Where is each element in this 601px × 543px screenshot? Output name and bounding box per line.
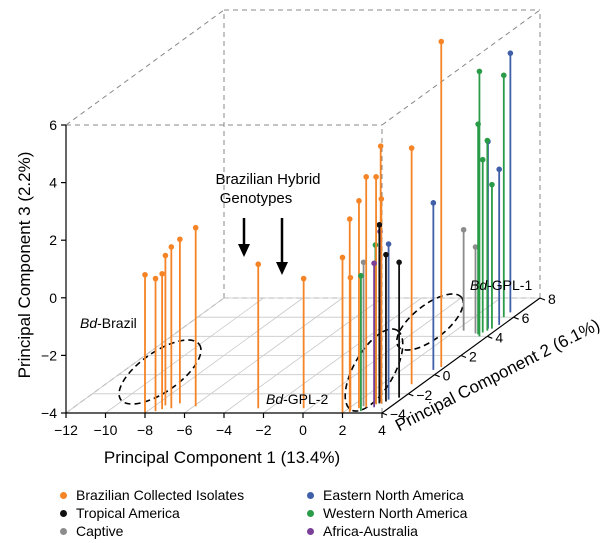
data-point — [378, 196, 385, 202]
y-tick-mark — [487, 335, 493, 339]
data-point — [376, 222, 383, 228]
legend-dot-brazilian — [60, 491, 67, 499]
legend-item-brazilian: Brazilian Collected Isolates — [60, 487, 244, 504]
legend-item-eastern: Eastern North America — [307, 487, 464, 504]
cluster-label-gpl1: Bd-GPL-1 — [470, 277, 532, 293]
cluster-label-gpl2: Bd-GPL-2 — [266, 391, 328, 407]
legend-dot-eastern — [307, 491, 314, 499]
z-tick-label: 6 — [49, 117, 57, 133]
data-point — [162, 252, 169, 259]
y-tick-mark — [408, 393, 414, 397]
legend-item-tropical: Tropical America — [60, 505, 180, 522]
hybrid-arrowhead-right — [276, 262, 288, 275]
y-tick-mark — [381, 412, 388, 416]
data-point — [346, 216, 353, 222]
x-tick-label: −4 — [216, 422, 232, 438]
z-tick-label: 4 — [49, 175, 57, 191]
hybrid-annotation-line1: Brazilian Hybrid — [215, 171, 320, 188]
data-point — [496, 166, 502, 173]
x-tick-label: −6 — [177, 422, 193, 438]
data-point — [472, 244, 479, 250]
data-point — [339, 254, 346, 261]
z-tick-label: −2 — [41, 347, 57, 363]
y-tick-label: 4 — [495, 329, 503, 345]
y-tick-label: 2 — [469, 349, 477, 365]
x-tick-label: 2 — [339, 422, 347, 438]
x-tick-label: 0 — [299, 422, 307, 438]
legend-dot-captive — [60, 527, 67, 535]
data-point — [192, 224, 199, 231]
data-point — [507, 50, 514, 56]
data-point — [168, 244, 175, 250]
legend-dot-tropical — [60, 509, 67, 517]
hybrid-arrowhead-left — [238, 244, 250, 257]
data-point — [142, 271, 148, 278]
z-tick-label: 0 — [49, 290, 57, 306]
legend-item-captive: Captive — [60, 523, 123, 540]
data-point — [373, 174, 379, 180]
cluster-ellipse-gpl1 — [395, 293, 465, 351]
data-point — [159, 271, 165, 277]
x-tick-label: −10 — [94, 422, 118, 438]
z-tick-label: −4 — [41, 405, 57, 421]
z-axis-label: Principal Component 3 (2.2%) — [15, 152, 34, 379]
x-axis-label: Principal Component 1 (13.4%) — [104, 448, 340, 467]
x-tick-label: 4 — [378, 422, 386, 438]
y-tick-label: 0 — [443, 368, 451, 384]
data-point — [300, 275, 307, 282]
cluster-label-brazil: Bd-Brazil — [80, 315, 137, 331]
data-point — [363, 174, 370, 180]
y-tick-label: 6 — [522, 310, 530, 326]
data-point — [377, 143, 384, 149]
data-point — [383, 251, 389, 258]
data-point — [460, 226, 467, 233]
data-point — [408, 145, 415, 151]
data-point — [177, 236, 183, 243]
data-point — [255, 261, 262, 268]
y-tick-mark — [434, 374, 440, 378]
data-point — [484, 137, 491, 144]
data-point — [489, 181, 495, 188]
data-point — [358, 272, 364, 279]
legend: Brazilian Collected Isolates Tropical Am… — [60, 487, 560, 541]
legend-item-africa: Africa-Australia — [307, 523, 418, 540]
data-point — [356, 198, 362, 204]
x-tick-label: −8 — [137, 422, 153, 438]
data-point — [371, 260, 377, 267]
y-tick-label: −2 — [416, 387, 432, 403]
legend-dot-africa — [307, 527, 314, 535]
data-point — [500, 72, 507, 79]
x-tick-label: −2 — [256, 422, 272, 438]
hybrid-arrows — [238, 218, 288, 275]
data-point — [396, 259, 402, 266]
y-tick-mark — [460, 354, 467, 359]
legend-dot-western — [307, 509, 314, 517]
box-edge-top-right — [381, 9, 541, 126]
data-point — [360, 259, 367, 266]
data-stems — [142, 38, 514, 413]
data-point — [476, 68, 483, 75]
x-tick-label: −12 — [54, 422, 78, 438]
data-point — [430, 200, 437, 206]
y-tick-label: −4 — [390, 406, 406, 422]
z-tick-label: 2 — [49, 232, 57, 248]
y-tick-label: 8 — [548, 291, 556, 307]
data-point — [152, 275, 159, 282]
data-point — [479, 156, 486, 163]
hybrid-annotation-line2: Genotypes — [220, 190, 293, 207]
data-point — [385, 241, 392, 247]
data-point — [438, 38, 445, 45]
cluster-ellipse-gpl2 — [344, 328, 404, 412]
legend-item-western: Western North America — [307, 505, 467, 522]
box-edge-top-left — [65, 9, 225, 126]
y-tick-mark — [539, 297, 546, 301]
y-tick-mark — [513, 316, 519, 320]
